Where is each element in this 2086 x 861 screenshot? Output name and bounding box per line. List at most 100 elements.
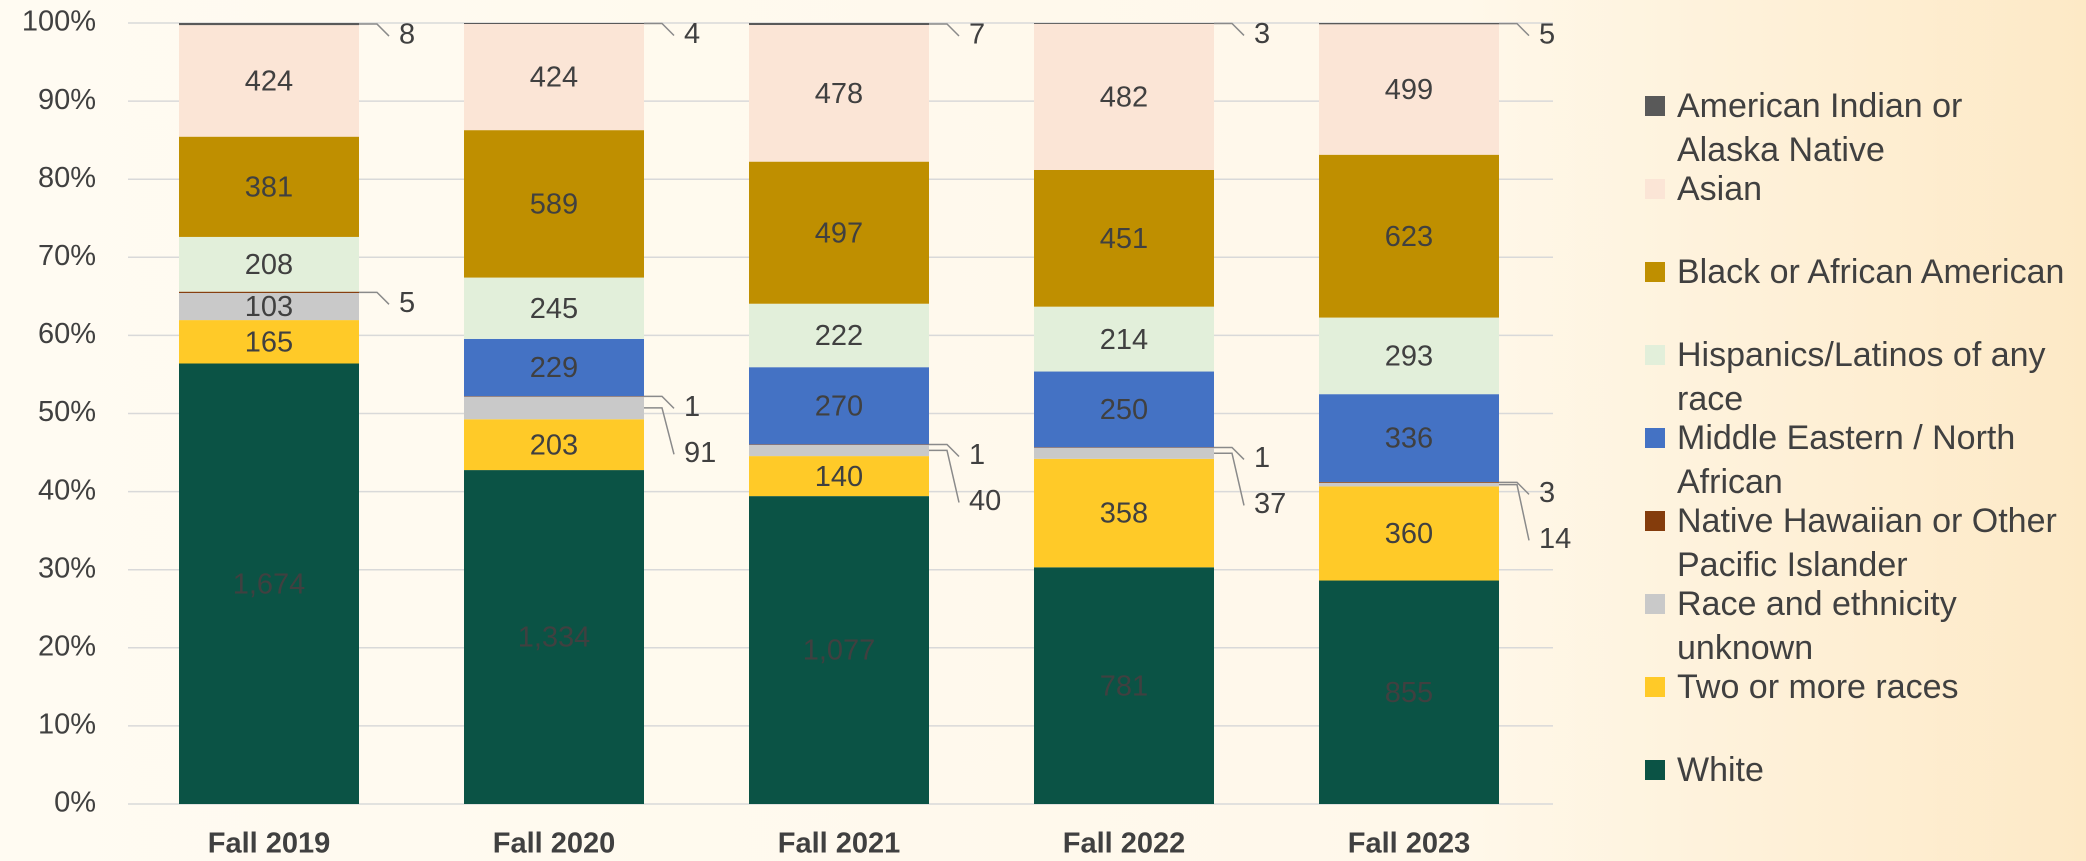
data-label: 623 xyxy=(1385,221,1433,253)
legend-item: Middle Eastern / North African xyxy=(1645,416,2065,504)
bar-segment xyxy=(749,367,929,445)
data-label: 482 xyxy=(1100,82,1148,114)
data-label: 214 xyxy=(1100,324,1148,356)
legend-item: Two or more races xyxy=(1645,665,2065,709)
data-label: 3 xyxy=(1539,477,1555,509)
data-label: 91 xyxy=(684,437,716,469)
legend-label: Asian xyxy=(1677,170,1763,208)
bar-segment xyxy=(464,23,644,25)
bar-segment xyxy=(749,303,929,368)
x-tick-label: Fall 2019 xyxy=(208,828,331,860)
leader-line xyxy=(644,407,675,455)
data-label: 360 xyxy=(1385,518,1433,550)
y-tick-label: 0% xyxy=(54,787,96,819)
data-label: 781 xyxy=(1100,670,1148,702)
bar-segment xyxy=(1319,23,1499,25)
y-tick-label: 70% xyxy=(38,240,96,272)
data-label: 424 xyxy=(245,66,293,98)
bar-segment xyxy=(1319,317,1499,395)
bar-segment xyxy=(1319,486,1499,581)
legend-label: Hispanics/Latinos of any race xyxy=(1677,336,2046,418)
leader-line xyxy=(1499,481,1530,495)
legend-swatch xyxy=(1645,428,1665,448)
data-label: 1,334 xyxy=(518,622,591,654)
leader-line xyxy=(1214,22,1245,36)
data-label: 855 xyxy=(1385,677,1433,709)
bar-segment xyxy=(1034,371,1214,448)
x-tick-label: Fall 2022 xyxy=(1063,828,1186,860)
bar-segment xyxy=(1319,154,1499,318)
legend-label: Two or more races xyxy=(1677,668,1959,706)
bar-segment xyxy=(1034,458,1214,568)
legend-swatch xyxy=(1645,262,1665,282)
bar-segment xyxy=(464,396,644,420)
leader-line xyxy=(644,22,675,37)
y-tick-label: 100% xyxy=(22,6,96,38)
legend-label: American Indian or Alaska Native xyxy=(1677,87,1963,169)
leader-line xyxy=(1499,22,1530,37)
leader-line xyxy=(1214,452,1245,506)
data-label: 8 xyxy=(399,19,415,51)
bar-segment xyxy=(1319,481,1499,483)
data-label: 1,077 xyxy=(803,635,876,667)
leader-line xyxy=(359,23,390,37)
leader-line xyxy=(929,449,960,503)
y-tick-label: 30% xyxy=(38,552,96,584)
data-label: 381 xyxy=(245,171,293,203)
data-label: 336 xyxy=(1385,423,1433,455)
data-label: 1,674 xyxy=(233,568,306,600)
bar-segment xyxy=(179,363,359,804)
bar-segment xyxy=(1034,23,1214,24)
legend-label: Middle Eastern / North African xyxy=(1677,419,2016,501)
legend-swatch xyxy=(1645,96,1665,116)
y-tick-label: 80% xyxy=(38,162,96,194)
bar-segment xyxy=(749,161,929,304)
legend-label: White xyxy=(1677,751,1764,789)
x-tick-label: Fall 2023 xyxy=(1348,828,1471,860)
y-tick-label: 20% xyxy=(38,630,96,662)
data-label: 478 xyxy=(815,78,863,110)
legend-item: White xyxy=(1645,748,2065,792)
leader-line xyxy=(1214,446,1245,460)
bar-segment xyxy=(179,236,359,292)
data-label: 293 xyxy=(1385,341,1433,373)
bar-segment xyxy=(749,444,929,457)
data-label: 140 xyxy=(815,461,863,493)
data-label: 103 xyxy=(245,291,293,323)
data-label: 5 xyxy=(399,287,415,319)
data-label: 37 xyxy=(1254,488,1286,520)
x-tick-label: Fall 2021 xyxy=(778,828,901,860)
leader-line xyxy=(929,443,960,458)
leader-line xyxy=(929,23,960,37)
data-label: 5 xyxy=(1539,18,1555,50)
legend-label: Race and ethnicity unknown xyxy=(1677,585,1957,667)
bar-segment xyxy=(464,24,644,131)
bar-segment xyxy=(1319,482,1499,487)
legend-swatch xyxy=(1645,511,1665,531)
bar-segment xyxy=(179,25,359,137)
data-label: 229 xyxy=(530,352,578,384)
bar-segment xyxy=(179,136,359,237)
legend-swatch xyxy=(1645,179,1665,199)
bar-segment xyxy=(464,338,644,397)
bar-segment xyxy=(749,496,929,804)
bar-segment xyxy=(464,470,644,804)
legend-item: American Indian or Alaska Native xyxy=(1645,84,2065,172)
y-tick-label: 50% xyxy=(38,396,96,428)
legend-swatch xyxy=(1645,760,1665,780)
bar-segment xyxy=(464,419,644,471)
leader-line xyxy=(644,395,675,409)
legend-item: Asian xyxy=(1645,167,2065,211)
y-tick-label: 90% xyxy=(38,84,96,116)
bar-segment xyxy=(749,456,929,497)
bar-segment xyxy=(1034,447,1214,448)
bar-segment xyxy=(1319,24,1499,155)
legend-item: Race and ethnicity unknown xyxy=(1645,582,2065,670)
legend-item: Black or African American xyxy=(1645,250,2065,294)
bar-segment xyxy=(1319,580,1499,804)
bar-segment xyxy=(464,396,644,397)
data-label: 165 xyxy=(245,326,293,358)
data-label: 589 xyxy=(530,189,578,221)
